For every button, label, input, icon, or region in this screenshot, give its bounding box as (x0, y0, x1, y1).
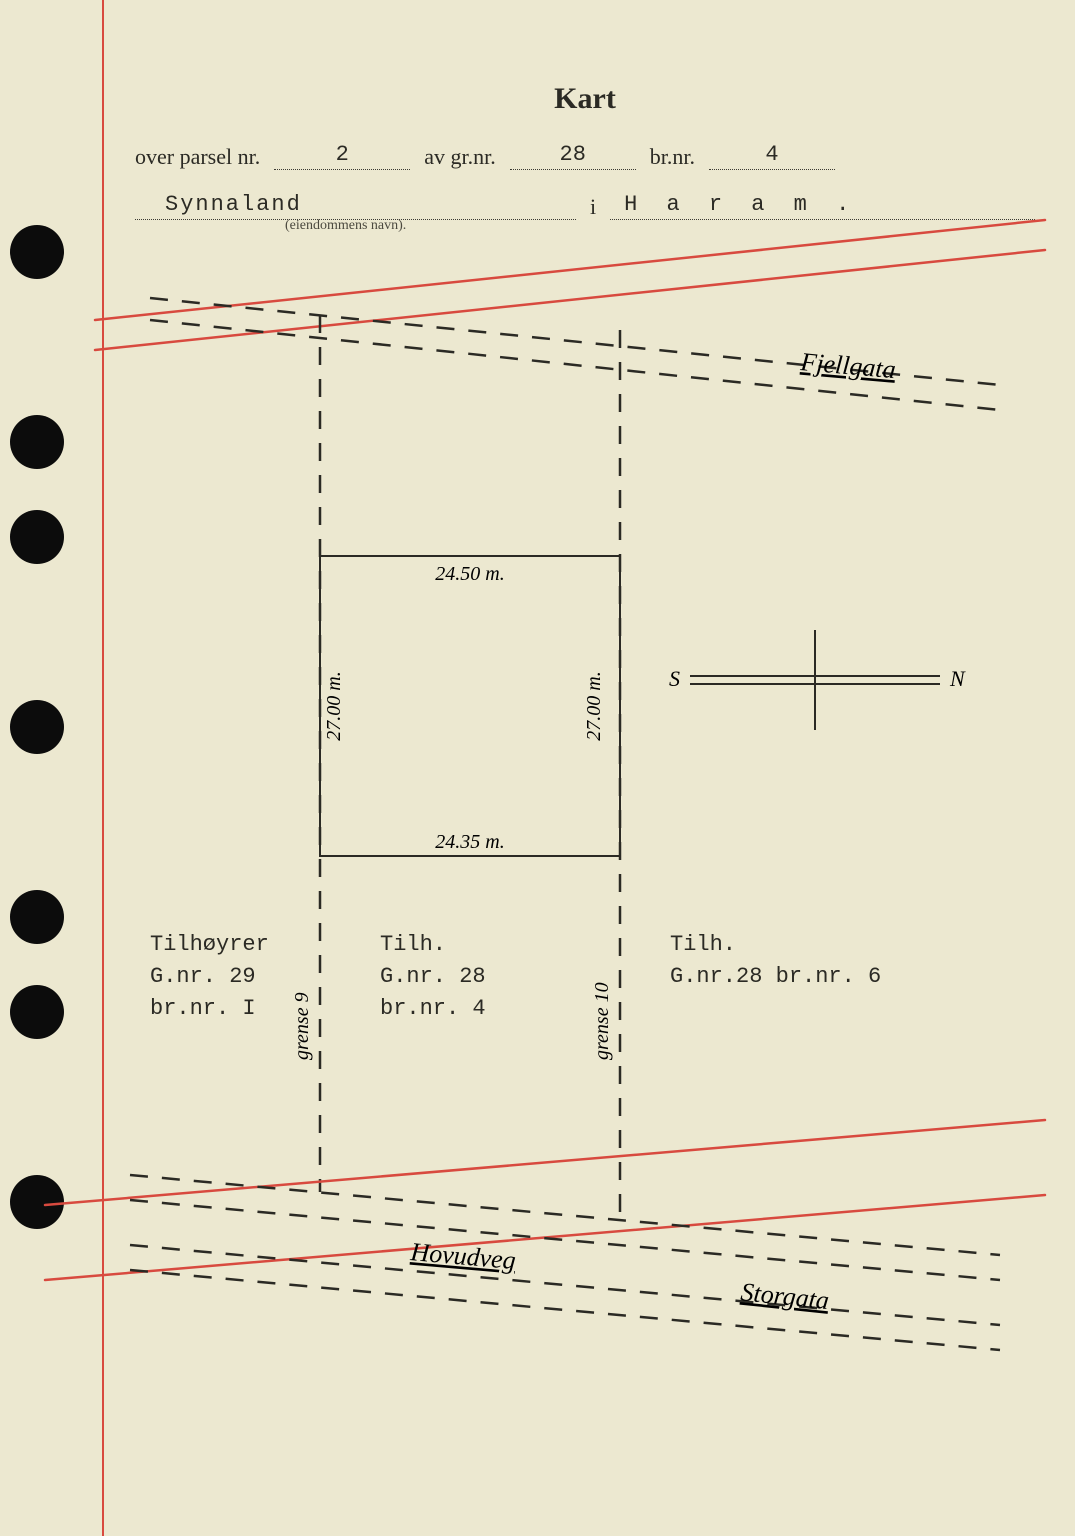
road-lower-red (45, 1120, 1045, 1280)
dim-left: 27.00 m. (323, 671, 345, 740)
svg-text:Tilhøyrer: Tilhøyrer (150, 932, 269, 957)
dim-top: 24.50 m. (435, 563, 504, 585)
owner-block-2: Tilh. G.nr.28 br.nr. 6 (670, 932, 881, 989)
svg-text:Tilh.: Tilh. (380, 932, 446, 957)
svg-text:G.nr. 28: G.nr. 28 (380, 964, 486, 989)
dim-bottom: 24.35 m. (435, 831, 504, 853)
svg-text:S: S (669, 666, 680, 691)
svg-text:G.nr.28 br.nr. 6: G.nr.28 br.nr. 6 (670, 964, 881, 989)
label-storgata: Storgata (739, 1277, 830, 1315)
dim-right: 27.00 m. (583, 671, 605, 740)
label-boundary-left: grense 9 (291, 992, 313, 1060)
map-diagram: Fjellgata grense 9 grense 10 24.50 m. 24… (0, 0, 1075, 1536)
parcel-box (320, 556, 620, 856)
owner-block-0: Tilhøyrer G.nr. 29 br.nr. I (150, 932, 269, 1021)
svg-text:N: N (949, 666, 966, 691)
label-boundary-right: grense 10 (591, 982, 613, 1060)
owner-block-1: Tilh. G.nr. 28 br.nr. 4 (380, 932, 486, 1021)
svg-text:br.nr. I: br.nr. I (150, 996, 256, 1021)
road-upper-red (95, 220, 1045, 350)
svg-text:Tilh.: Tilh. (670, 932, 736, 957)
compass: S N (669, 630, 966, 730)
label-fjellgata: Fjellgata (798, 347, 896, 384)
label-hovudveg: Hovudveg (408, 1237, 517, 1275)
svg-text:G.nr. 29: G.nr. 29 (150, 964, 256, 989)
svg-text:br.nr. 4: br.nr. 4 (380, 996, 486, 1021)
